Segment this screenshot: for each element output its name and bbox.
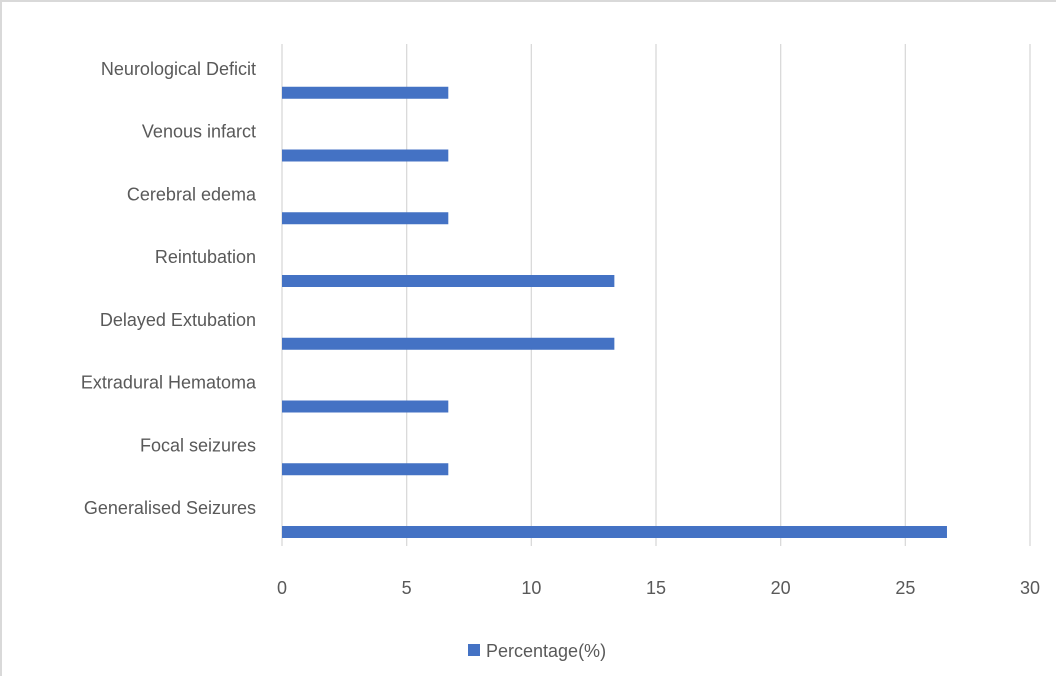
x-tick-label: 20	[771, 578, 791, 598]
category-label: Neurological Deficit	[101, 59, 256, 79]
x-tick-label: 30	[1020, 578, 1040, 598]
bar	[282, 275, 615, 287]
x-tick-label: 25	[895, 578, 915, 598]
x-tick-label: 10	[521, 578, 541, 598]
category-label: Extradural Hematoma	[81, 373, 257, 393]
category-label: Focal seizures	[140, 435, 256, 455]
category-label: Venous infarct	[142, 122, 256, 142]
bar	[282, 400, 449, 413]
x-tick-label: 5	[402, 578, 412, 598]
bar	[282, 212, 449, 225]
legend: Percentage(%)	[468, 641, 606, 661]
bar	[282, 526, 947, 538]
category-label: Delayed Extubation	[100, 310, 256, 330]
x-tick-label: 15	[646, 578, 666, 598]
x-tick-labels: 0 5 10 15 20 25 30	[277, 578, 1040, 598]
category-label: Generalised Seizures	[84, 498, 256, 518]
bar	[282, 86, 449, 99]
bar	[282, 337, 615, 350]
x-tick-label: 0	[277, 578, 287, 598]
bars	[282, 86, 947, 538]
category-labels: Neurological Deficit Venous infarct Cerebr…	[81, 59, 257, 518]
category-label: Cerebral edema	[127, 184, 257, 204]
legend-swatch	[468, 644, 480, 656]
category-label: Reintubation	[155, 247, 256, 267]
bar	[282, 463, 449, 476]
legend-label: Percentage(%)	[486, 641, 606, 661]
bar	[282, 149, 449, 162]
gridlines	[281, 44, 1031, 546]
